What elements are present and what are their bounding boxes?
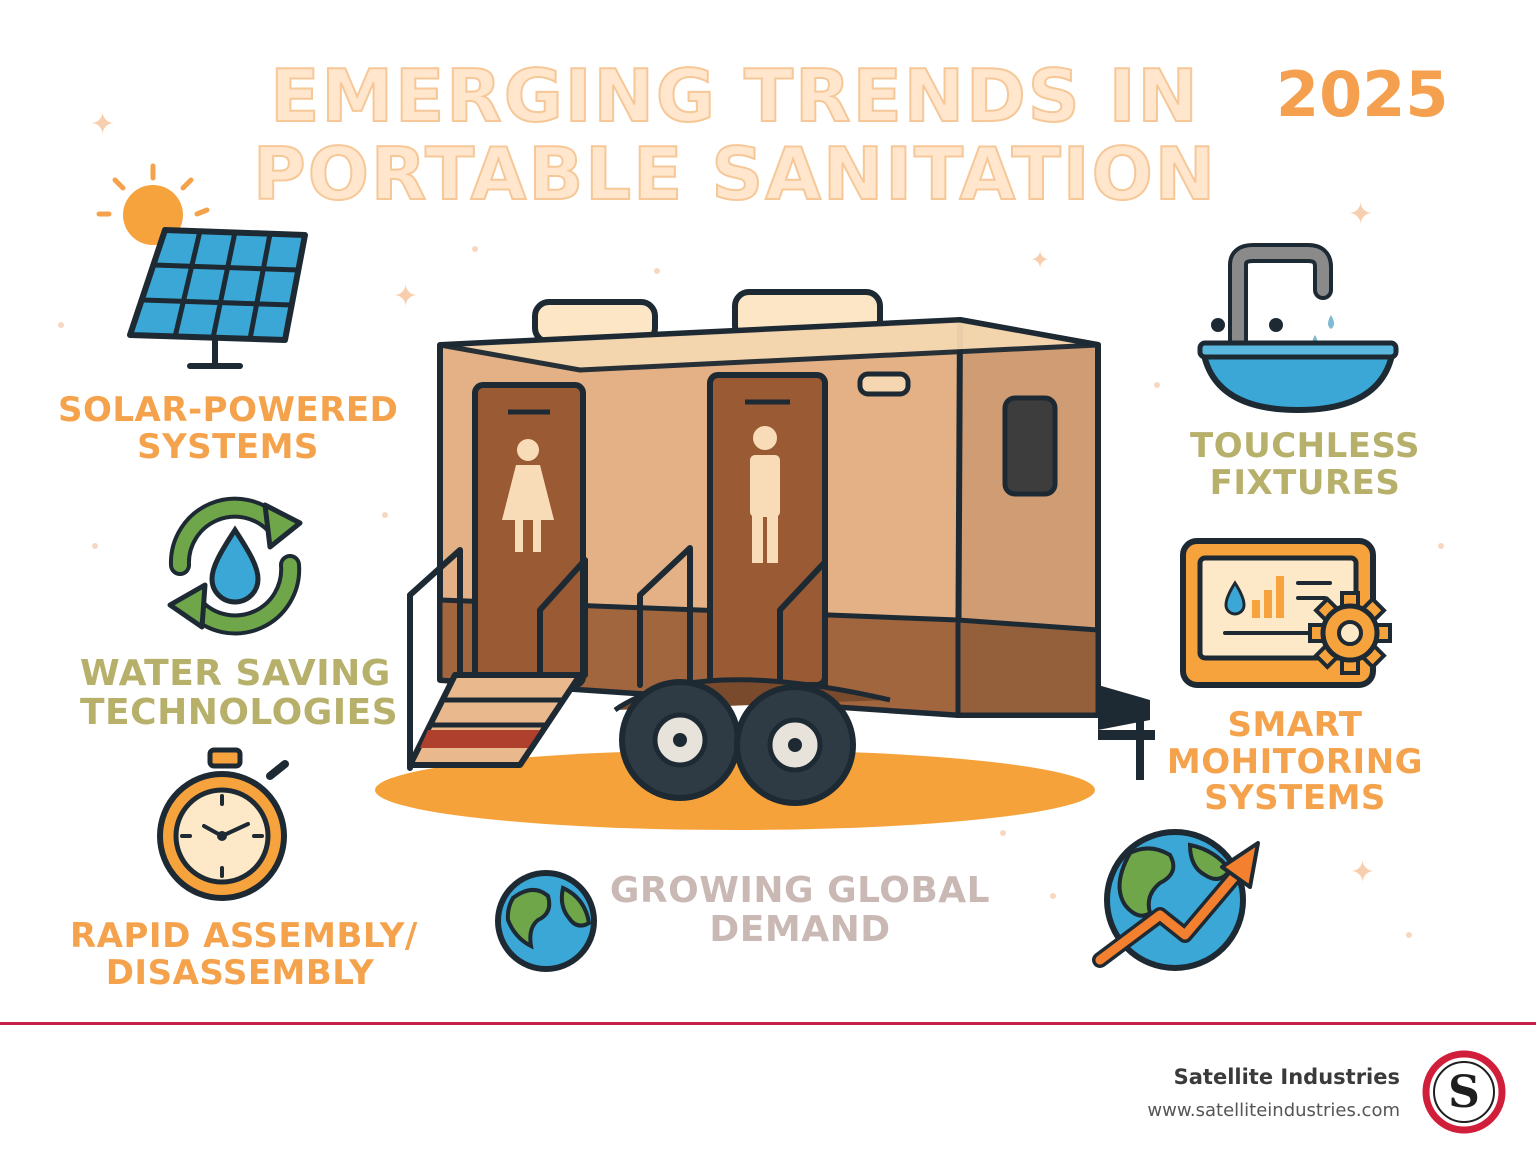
title-line-1: EMERGING TRENDS IN — [269, 53, 1200, 139]
globe-icon — [495, 870, 597, 972]
rapid-label-line2: DISASSEMBLY — [105, 952, 375, 993]
sparkle-icon: ✦ — [90, 107, 116, 142]
water-label: WATER SAVING TECHNOLOGIES — [80, 653, 399, 733]
faucet-sink-icon — [1197, 243, 1399, 413]
title-line-2: PORTABLE SANITATION — [252, 131, 1218, 217]
dot — [1000, 830, 1006, 836]
sparkle-icon: ✦ — [1350, 855, 1376, 890]
global-label: GROWING GLOBAL DEMAND — [600, 870, 1000, 950]
footer-divider — [0, 1022, 1536, 1025]
water-label-line1: WATER SAVING — [80, 653, 391, 694]
brand-name: Satellite Industries — [1173, 1065, 1400, 1089]
dot — [382, 512, 388, 518]
dot — [1406, 932, 1412, 938]
dot — [1438, 543, 1444, 549]
stopwatch-icon — [157, 747, 289, 901]
logo-letter: S — [1448, 1067, 1480, 1118]
smart-label-line3: SYSTEMS — [1204, 778, 1386, 819]
rapid-label-line1: RAPID ASSEMBLY/ — [70, 916, 418, 956]
smart-label-line1: SMART — [1227, 705, 1363, 745]
globe-trend-icon — [1092, 829, 1260, 971]
dot — [472, 246, 478, 252]
smart-label-line2: MOHITORING — [1166, 741, 1424, 782]
global-label-line2: DEMAND — [709, 908, 891, 950]
sparkle-icon: ✦ — [393, 279, 419, 314]
year-badge: 2025 — [1276, 58, 1449, 131]
solar-panel-icon — [96, 163, 308, 369]
brand-url[interactable]: www.satelliteindustries.com — [1147, 1100, 1400, 1121]
monitor-gear-icon — [1180, 538, 1392, 688]
solar-label-line2: SYSTEMS — [137, 426, 319, 467]
dot — [58, 322, 64, 328]
rapid-label: RAPID ASSEMBLY/ DISASSEMBLY — [70, 916, 418, 993]
water-recycle-icon — [167, 496, 303, 636]
smart-label: SMART MOHITORING SYSTEMS — [1145, 707, 1445, 817]
sparkle-icon: ✦ — [1348, 197, 1374, 232]
water-label-line2: TECHNOLOGIES — [80, 691, 399, 733]
dot — [92, 543, 98, 549]
dot — [1050, 893, 1056, 899]
restroom-trailer-icon — [375, 289, 1155, 830]
dot — [654, 268, 660, 274]
touchless-label: TOUCHLESS FIXTURES — [1160, 428, 1450, 501]
dot — [1154, 382, 1160, 388]
global-label-line1: GROWING GLOBAL — [609, 870, 991, 911]
solar-label-line1: SOLAR-POWERED — [58, 390, 399, 430]
solar-label: SOLAR-POWERED SYSTEMS — [58, 392, 398, 465]
satellite-logo: S — [1422, 1050, 1506, 1134]
sparkle-icon: ✦ — [1030, 246, 1051, 274]
touchless-label-line2: FIXTURES — [1209, 462, 1401, 503]
touchless-label-line1: TOUCHLESS — [1190, 426, 1420, 466]
